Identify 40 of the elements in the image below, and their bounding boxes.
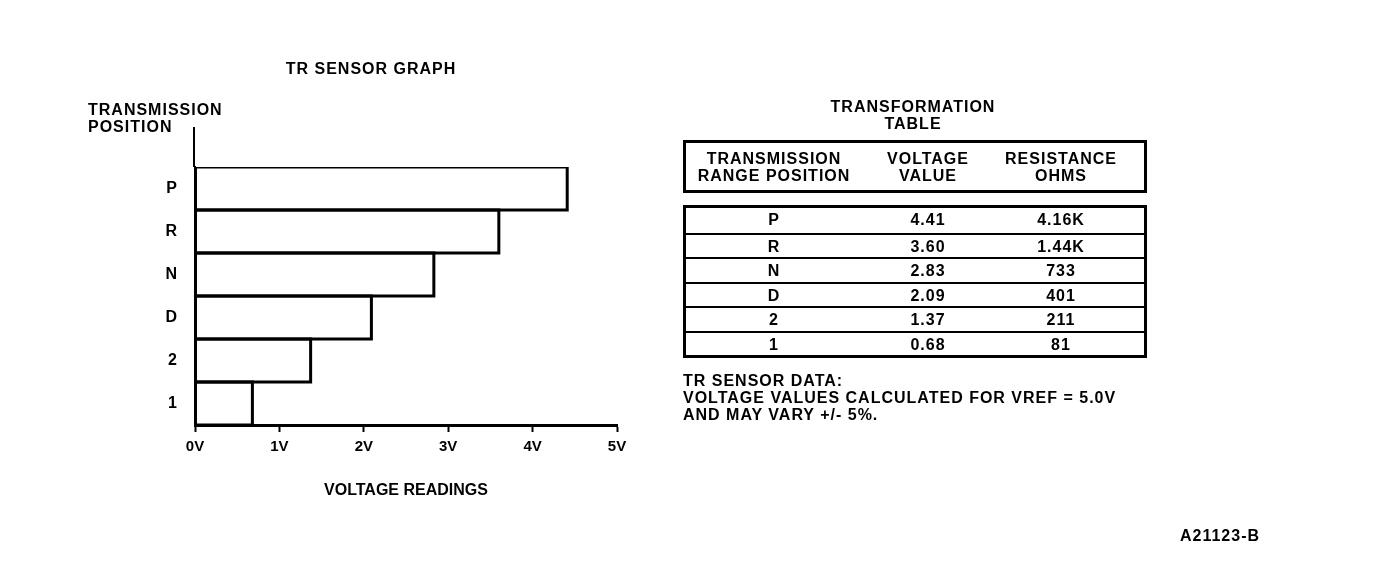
x-axis-title: VOLTAGE READINGS — [324, 480, 489, 498]
text: VOLTAGE VALUE — [886, 150, 970, 184]
x-tick-label: 3V — [439, 437, 458, 455]
text: VOLTAGE VALUES CALCULATED FOR VREF = 5.0V AND MAY VARY +/- 5%. — [683, 389, 1118, 423]
data-label: 401 — [1045, 286, 1077, 304]
category-label: N — [766, 262, 782, 279]
category-label: R — [766, 237, 782, 255]
category-label: D — [766, 286, 782, 304]
data-label: 2.83 — [909, 262, 947, 279]
data-label: 733 — [1045, 262, 1077, 279]
y-tick-label: D — [165, 307, 177, 325]
chart-title: TR SENSOR GRAPH — [284, 60, 458, 77]
data-label: 81 — [1050, 335, 1072, 353]
x-tick-label: 4V — [523, 437, 542, 455]
category-label: 1 — [768, 335, 780, 353]
y-tick-label: 1 — [168, 393, 178, 411]
text: TRANSMISSION RANGE POSITION — [696, 150, 852, 184]
data-label: 1.44K — [1036, 237, 1086, 255]
y-tick-label: 2 — [168, 350, 178, 368]
x-tick-label: 2V — [354, 437, 373, 455]
data-label: 211 — [1045, 311, 1077, 328]
y-tick-label: R — [165, 221, 178, 239]
category-label: P — [767, 211, 781, 228]
text: TR SENSOR DATA: — [683, 372, 845, 389]
data-label: 1.37 — [909, 311, 947, 328]
data-label: 4.41 — [909, 211, 947, 228]
text: A21123-B — [1180, 527, 1261, 544]
x-tick-label: 1V — [270, 437, 289, 455]
y-tick-label: P — [166, 178, 178, 196]
x-tick-label: 0V — [185, 437, 205, 455]
category-label: 2 — [768, 311, 780, 328]
y-tick-label: N — [165, 264, 177, 282]
text: TRANSFORMATION TABLE — [829, 98, 997, 132]
data-label: 4.16K — [1036, 211, 1086, 228]
y-axis-title: TRANSMISSION POSITION — [88, 101, 224, 135]
x-tick-label: 5V — [607, 437, 627, 455]
data-label: 0.68 — [909, 335, 947, 353]
data-label: 2.09 — [909, 286, 947, 304]
data-label: 3.60 — [909, 237, 947, 255]
text: RESISTANCE OHMS — [1004, 150, 1118, 184]
